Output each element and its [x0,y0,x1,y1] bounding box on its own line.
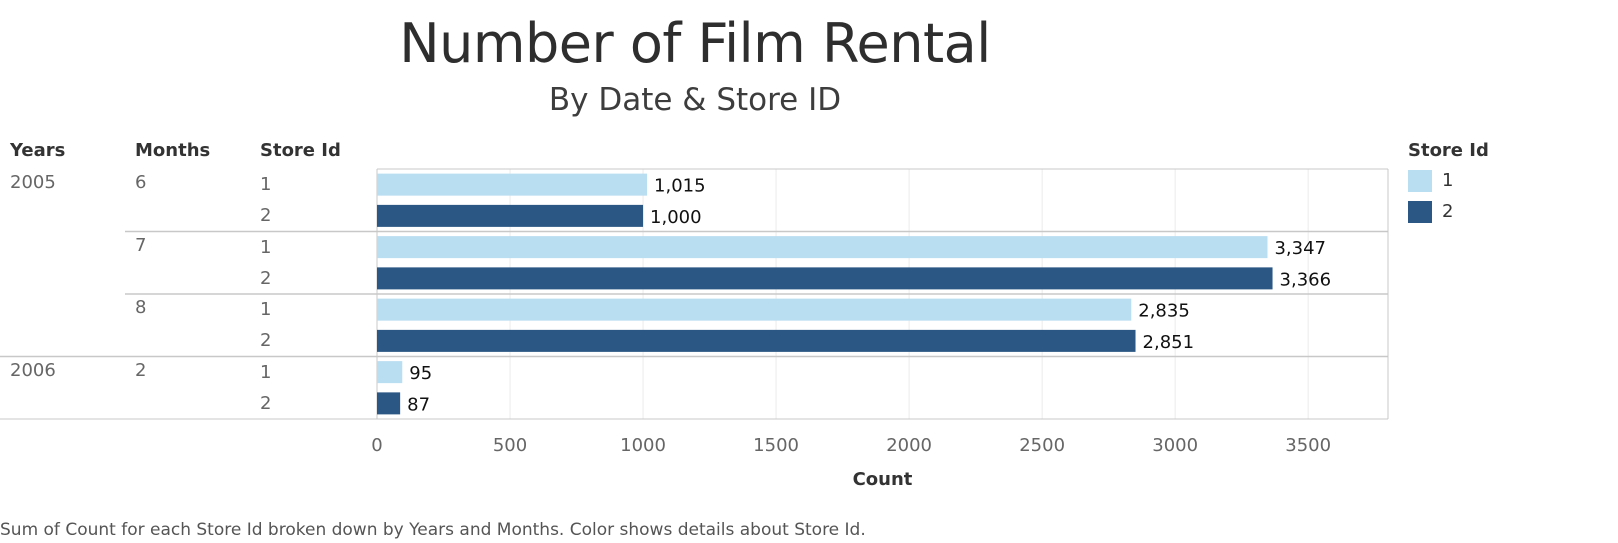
chart-title: Number of Film Rental [399,12,991,75]
bar-value-label: 1,000 [650,207,702,228]
x-tick-label: 3000 [1152,435,1198,456]
row-label-store: 1 [260,361,272,383]
row-label-month: 2 [135,359,147,381]
row-label-store: 1 [260,299,272,320]
row-label-store: 2 [260,267,272,289]
x-tick-label: 0 [371,435,382,456]
bar-value-label: 2,851 [1143,332,1195,353]
legend-swatch-store-2 [1408,201,1432,223]
bar-store-1 [377,236,1268,259]
legend-swatch-store-1 [1408,170,1432,192]
x-axis-title: Count [853,469,913,490]
row-label-store: 2 [260,205,272,227]
bar-value-label: 87 [407,394,430,415]
x-tick-label: 1000 [620,435,666,456]
bar-value-label: 95 [409,363,432,384]
row-label-store: 1 [260,174,272,195]
bar-value-label: 1,015 [654,176,706,197]
row-label-year: 2006 [10,359,56,381]
x-tick-label: 2500 [1019,435,1065,456]
x-tick-label: 3500 [1285,435,1331,456]
row-label-month: 6 [135,172,147,193]
bar-store-2 [377,329,1136,352]
x-tick-label: 500 [493,435,527,456]
bar-store-2 [377,392,401,415]
row-label-month: 7 [135,234,147,256]
column-header-store-id: Store Id [260,140,341,161]
bar-store-1 [377,173,648,196]
row-label-store: 1 [260,236,272,258]
chart-caption: Sum of Count for each Store Id broken do… [0,520,866,540]
bar-store-2 [377,267,1273,290]
x-tick-label: 2000 [886,435,932,456]
row-label-store: 2 [260,392,272,414]
row-label-month: 8 [135,297,147,318]
bar-store-1 [377,361,403,384]
x-tick-label: 1500 [753,435,799,456]
row-label-store: 2 [260,330,272,352]
bar-value-label: 3,366 [1280,269,1332,290]
column-header-months: Months [135,140,211,161]
legend-label-store-1: 1 [1442,170,1454,191]
bar-store-1 [377,298,1132,321]
bar-value-label: 3,347 [1274,238,1326,259]
column-header-years: Years [10,140,66,161]
legend-title: Store Id [1408,140,1489,161]
bar-store-2 [377,204,644,227]
bar-value-label: 2,835 [1138,301,1190,322]
row-label-year: 2005 [10,172,56,193]
legend-label-store-2: 2 [1442,201,1454,222]
chart-subtitle: By Date & Store ID [548,82,842,118]
